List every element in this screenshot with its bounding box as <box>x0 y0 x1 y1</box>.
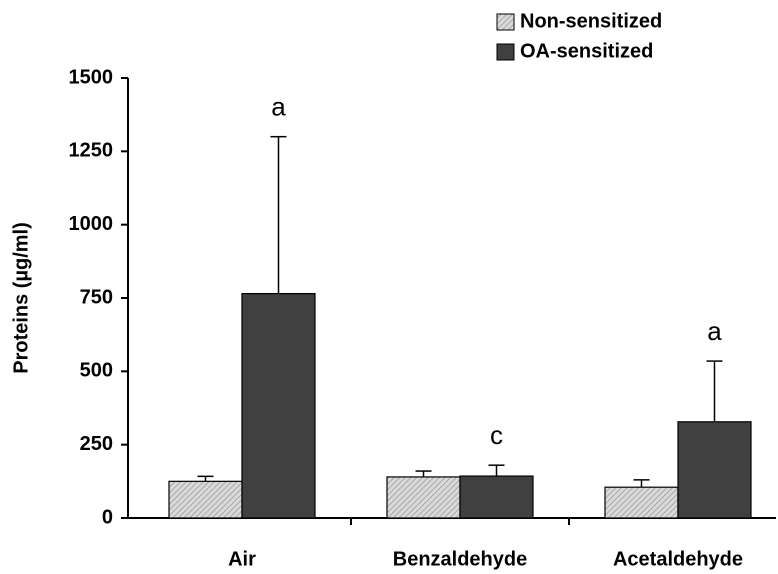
annotation: a <box>271 92 286 122</box>
legend-swatch <box>496 13 515 31</box>
bar <box>386 476 461 519</box>
y-tick-label: 750 <box>80 286 113 308</box>
legend-swatch <box>496 43 515 61</box>
legend-label: Non-sensitized <box>520 10 662 32</box>
y-tick-label: 1250 <box>69 140 114 162</box>
legend-label: OA-sensitized <box>520 40 653 62</box>
bar <box>677 421 752 519</box>
bar <box>241 293 316 519</box>
bar <box>168 480 243 519</box>
bar <box>604 486 679 519</box>
y-tick-label: 0 <box>102 506 113 528</box>
x-tick-label: Air <box>228 548 256 570</box>
y-tick-label: 250 <box>80 433 113 455</box>
x-tick-label: Benzaldehyde <box>393 548 527 570</box>
y-tick-label: 500 <box>80 360 113 382</box>
annotation: a <box>707 316 722 346</box>
x-tick-label: Acetaldehyde <box>613 548 743 570</box>
y-axis-label: Proteins (µg/ml) <box>10 222 32 374</box>
y-tick-label: 1500 <box>69 66 114 88</box>
annotation: c <box>490 420 503 450</box>
bar <box>459 475 534 519</box>
y-tick-label: 1000 <box>69 213 114 235</box>
